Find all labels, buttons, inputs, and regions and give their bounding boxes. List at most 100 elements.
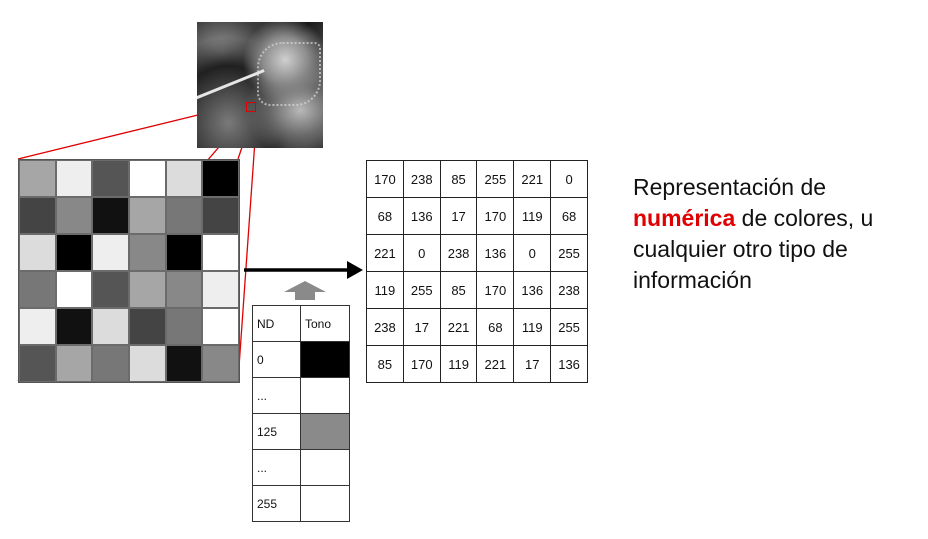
value-cell: 17	[402, 308, 441, 346]
legend-tone-swatch	[300, 413, 350, 450]
pixel-cell	[202, 160, 239, 197]
value-row: 85 170 119 221 17 136	[366, 345, 588, 383]
pixel-cell	[19, 160, 56, 197]
value-cell: 17	[513, 345, 552, 383]
value-cell: 85	[439, 271, 478, 309]
legend-table: ND Tono 0... 125... 255	[252, 305, 350, 522]
value-cell: 170	[402, 345, 441, 383]
pixel-cell	[165, 160, 203, 197]
up-arrow-icon	[284, 281, 326, 300]
pixel-cell	[55, 271, 93, 308]
value-cell: 238	[402, 160, 441, 198]
value-cell: 119	[513, 197, 552, 235]
pixel-cell	[129, 160, 166, 197]
value-cell: 119	[513, 308, 552, 346]
pixel-cell	[129, 345, 166, 382]
pixel-cell	[92, 308, 129, 345]
value-row: 119 255 85 170 136 238	[366, 271, 588, 309]
pixel-cell	[55, 197, 93, 234]
pixel-cell	[202, 197, 239, 234]
pixel-cell	[165, 308, 203, 345]
value-cell: 170	[476, 197, 515, 235]
description-line-2: numérica de colores, u	[633, 203, 923, 234]
description-line-3: cualquier otro tipo de	[633, 236, 848, 262]
value-cell: 238	[366, 308, 404, 346]
pixel-cell	[202, 308, 239, 345]
legend-tone-swatch	[300, 449, 350, 486]
pixel-cell	[55, 234, 93, 271]
description-line-4: información	[633, 267, 752, 293]
satellite-image	[197, 22, 323, 148]
selection-marker	[246, 102, 256, 112]
right-arrow-head	[347, 261, 363, 279]
legend-tone-swatch	[300, 341, 350, 378]
legend-nd: ...	[252, 377, 301, 414]
pixel-cell	[165, 271, 203, 308]
value-cell: 238	[550, 271, 588, 309]
value-cell: 68	[366, 197, 404, 235]
pixel-cell	[129, 271, 166, 308]
value-row: 221 0 238 136 0 255	[366, 234, 588, 272]
legend-row: 125	[252, 413, 350, 450]
pixel-cell	[19, 271, 56, 308]
pixel-cell	[129, 234, 166, 271]
value-cell: 136	[476, 234, 515, 272]
value-cell: 68	[550, 197, 588, 235]
legend-tone-swatch	[300, 485, 350, 522]
value-row: 238 17 221 68 119 255	[366, 308, 588, 346]
zoom-line-bottom-right	[237, 111, 258, 382]
legend-nd: ...	[252, 449, 301, 486]
value-cell: 221	[513, 160, 552, 198]
value-cell: 119	[439, 345, 478, 383]
value-cell: 0	[550, 160, 588, 198]
value-cell: 255	[402, 271, 441, 309]
pixel-cell	[92, 345, 129, 382]
legend-row: 255	[252, 485, 350, 522]
legend-header-nd: ND	[252, 305, 301, 342]
value-row: 68 136 17 170 119 68	[366, 197, 588, 235]
pixel-cell	[92, 197, 129, 234]
pixel-cell	[129, 308, 166, 345]
value-cell: 17	[439, 197, 478, 235]
pixel-cell	[165, 345, 203, 382]
legend-nd: 0	[252, 341, 301, 378]
pixel-cell	[92, 234, 129, 271]
pixel-cell	[165, 197, 203, 234]
legend-row: ...	[252, 449, 350, 486]
description-line-2-rest: de colores, u	[735, 205, 874, 231]
value-cell: 221	[366, 234, 404, 272]
value-row: 170 238 85 255 221 0	[366, 160, 588, 198]
value-cell: 255	[550, 308, 588, 346]
pixel-cell	[202, 345, 239, 382]
pixel-cell	[92, 160, 129, 197]
legend-row: ...	[252, 377, 350, 414]
legend-tone-swatch	[300, 377, 350, 414]
legend-header-row: ND Tono	[252, 305, 350, 342]
legend-row: 0	[252, 341, 350, 378]
legend-nd: 255	[252, 485, 301, 522]
pixel-cell	[55, 308, 93, 345]
pixel-cell	[19, 234, 56, 271]
value-table: 170 238 85 255 221 0 68 136 17 170 119 68 221 0 238 136…	[366, 160, 588, 383]
legend-nd: 125	[252, 413, 301, 450]
description-highlight: numérica	[633, 205, 736, 231]
description-line-1: Representación de	[633, 174, 827, 200]
value-cell: 170	[476, 271, 515, 309]
value-cell: 85	[366, 345, 404, 383]
pixel-cell	[55, 160, 93, 197]
value-cell: 136	[550, 345, 588, 383]
description-text: Representación de numérica de colores, u…	[633, 172, 923, 296]
pixel-cell	[19, 308, 56, 345]
pixel-cell	[202, 271, 239, 308]
value-cell: 221	[439, 308, 478, 346]
pixel-cell	[55, 345, 93, 382]
pixel-cell	[92, 271, 129, 308]
value-cell: 68	[476, 308, 515, 346]
value-cell: 0	[513, 234, 552, 272]
pixel-cell	[19, 345, 56, 382]
pixel-cell	[19, 197, 56, 234]
value-cell: 0	[402, 234, 441, 272]
value-cell: 136	[513, 271, 552, 309]
value-cell: 136	[402, 197, 441, 235]
value-cell: 255	[550, 234, 588, 272]
